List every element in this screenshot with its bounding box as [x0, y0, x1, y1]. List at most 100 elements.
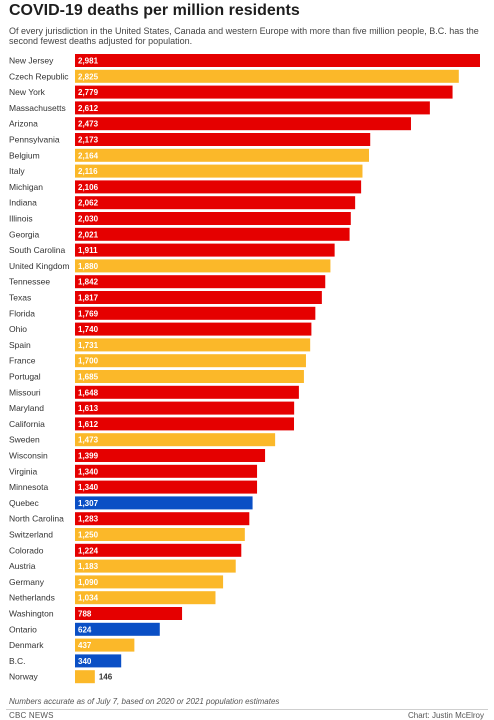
bar — [75, 259, 331, 273]
bar — [75, 543, 242, 557]
bar — [75, 496, 253, 510]
bar — [75, 401, 295, 415]
bar — [75, 512, 250, 526]
category-label: Michigan — [9, 182, 43, 192]
bar — [75, 54, 480, 67]
value-label: 1,283 — [78, 515, 99, 524]
value-label: 2,021 — [78, 230, 99, 239]
bar — [75, 528, 245, 541]
category-label: Indiana — [9, 198, 37, 208]
value-label: 2,106 — [78, 183, 99, 192]
bar — [75, 591, 216, 605]
bar — [75, 449, 266, 462]
category-label: Florida — [9, 308, 35, 318]
bar — [75, 227, 350, 241]
category-label: Germany — [9, 577, 45, 587]
category-label: New Jersey — [9, 56, 54, 66]
value-label: 146 — [99, 673, 113, 682]
category-label: Washington — [9, 609, 54, 619]
category-label: Georgia — [9, 229, 40, 239]
chart-title: COVID-19 deaths per million residents — [9, 2, 300, 19]
value-label: 1,090 — [78, 578, 99, 587]
value-label: 340 — [78, 657, 92, 666]
value-label: 1,769 — [78, 309, 99, 318]
source-label: CBC NEWS — [9, 711, 54, 720]
category-label: Maryland — [9, 403, 44, 413]
bar — [75, 212, 351, 225]
bar — [75, 638, 135, 652]
category-label: Ohio — [9, 324, 27, 334]
value-label: 2,612 — [78, 104, 99, 113]
value-label: 2,473 — [78, 120, 99, 129]
category-label: Texas — [9, 293, 31, 303]
value-label: 437 — [78, 641, 92, 650]
bar — [75, 575, 224, 589]
chart-credit: Chart: Justin McElroy — [407, 711, 484, 720]
bar — [75, 85, 453, 99]
bar — [75, 322, 312, 336]
chart-subtitle: Of every jurisdiction in the United Stat… — [9, 26, 479, 46]
bar — [75, 338, 311, 352]
value-label: 1,399 — [78, 452, 99, 461]
bar — [75, 117, 411, 131]
value-label: 1,911 — [78, 246, 98, 255]
value-label: 2,779 — [78, 88, 99, 97]
category-label: Switzerland — [9, 530, 53, 540]
value-label: 1,842 — [78, 278, 99, 287]
footnote: Numbers accurate as of July 7, based on … — [9, 697, 280, 706]
category-label: Tennessee — [9, 277, 50, 287]
value-label: 2,116 — [78, 167, 98, 176]
value-label: 1,340 — [78, 467, 99, 476]
value-label: 1,817 — [78, 294, 99, 303]
category-label: Sweden — [9, 435, 40, 445]
bar — [75, 148, 370, 162]
category-label: Illinois — [9, 214, 33, 224]
category-label: California — [9, 419, 45, 429]
bar — [75, 622, 160, 636]
bar — [75, 275, 326, 289]
category-label: South Carolina — [9, 245, 66, 255]
bar — [75, 464, 258, 478]
value-label: 624 — [78, 625, 92, 634]
bar — [75, 180, 362, 194]
category-label: North Carolina — [9, 514, 64, 524]
category-label: Quebec — [9, 498, 40, 508]
bar — [75, 354, 306, 368]
category-label: Pennsylvania — [9, 135, 60, 145]
category-label: Belgium — [9, 150, 40, 160]
value-label: 788 — [78, 610, 92, 619]
value-label: 1,731 — [78, 341, 99, 350]
value-label: 1,340 — [78, 483, 99, 492]
bar — [75, 133, 371, 146]
category-label: Denmark — [9, 640, 44, 650]
value-label: 2,164 — [78, 151, 99, 160]
bar — [75, 607, 183, 620]
value-label: 1,685 — [78, 373, 99, 382]
category-label: Massachusetts — [9, 103, 66, 113]
category-label: B.C. — [9, 656, 26, 666]
category-label: Wisconsin — [9, 451, 48, 461]
bar — [75, 306, 316, 320]
value-label: 2,062 — [78, 199, 99, 208]
category-label: Norway — [9, 672, 39, 682]
value-label: 1,307 — [78, 499, 99, 508]
value-label: 1,250 — [78, 531, 99, 540]
category-label: Virginia — [9, 466, 37, 476]
category-label: Netherlands — [9, 593, 55, 603]
category-label: Austria — [9, 561, 36, 571]
category-label: France — [9, 356, 36, 366]
category-label: Ontario — [9, 624, 37, 634]
value-label: 1,700 — [78, 357, 99, 366]
category-label: Arizona — [9, 119, 38, 129]
value-label: 1,612 — [78, 420, 99, 429]
category-label: Minnesota — [9, 482, 48, 492]
bar — [75, 101, 430, 115]
value-label: 1,648 — [78, 388, 99, 397]
value-label: 1,034 — [78, 594, 99, 603]
bar — [75, 559, 236, 573]
value-label: 2,981 — [78, 57, 99, 66]
bar — [75, 164, 363, 178]
bar — [75, 370, 304, 383]
bar — [75, 670, 95, 684]
